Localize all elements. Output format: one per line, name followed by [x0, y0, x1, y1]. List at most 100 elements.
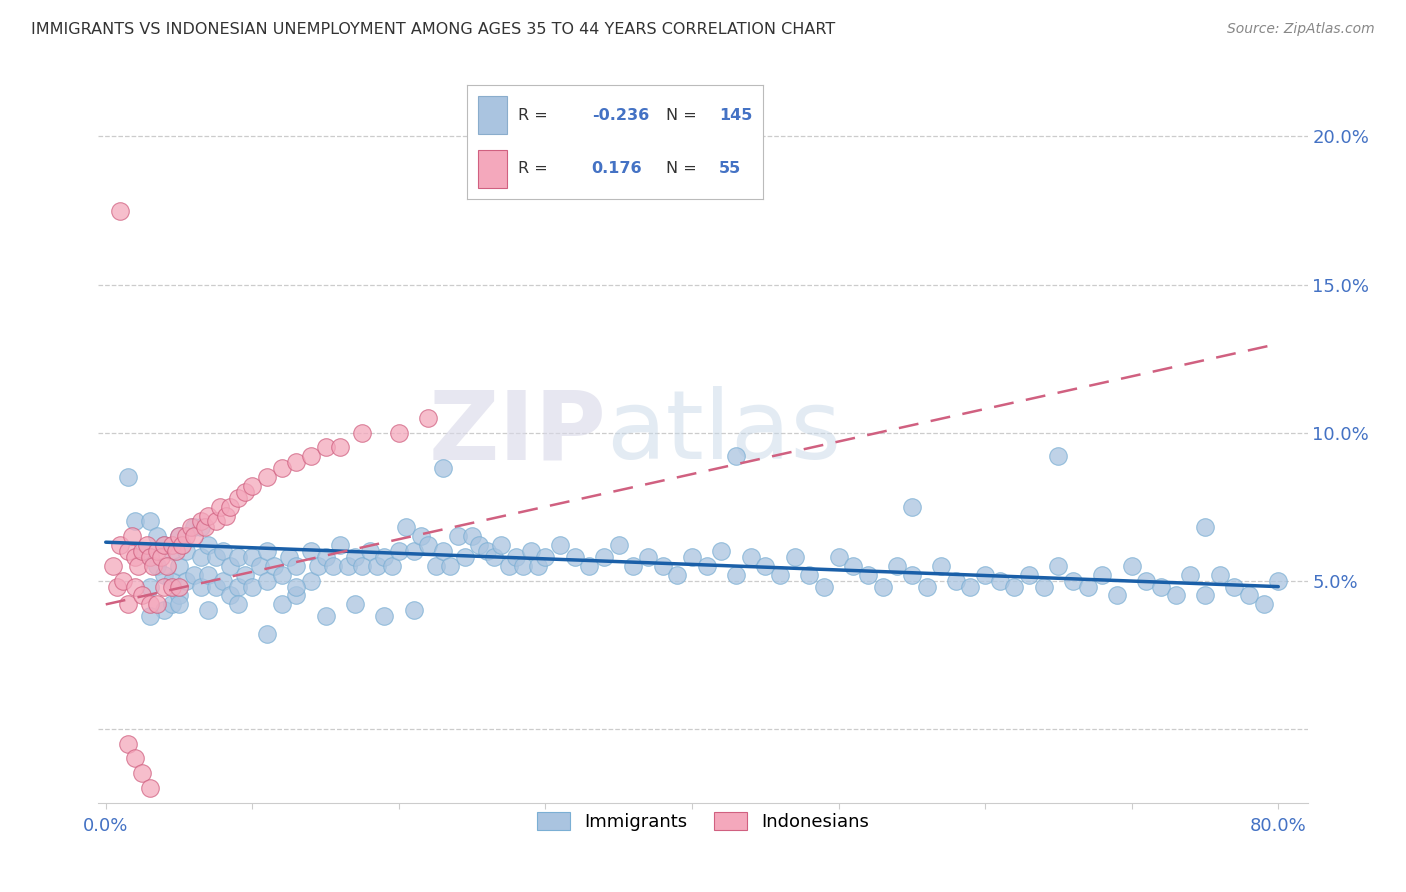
Point: [299, 544, 322, 558]
Point: [146, 529, 169, 543]
Text: atlas: atlas: [606, 386, 841, 479]
Point: [194, 520, 217, 534]
Point: [380, 558, 402, 573]
Point: [988, 574, 1011, 588]
Point: [299, 574, 322, 588]
Point: [329, 441, 352, 455]
Point: [299, 450, 322, 464]
Point: [124, 751, 146, 765]
Point: [915, 580, 938, 594]
Point: [359, 544, 381, 558]
Point: [799, 567, 821, 582]
Point: [110, 203, 132, 218]
Point: [142, 558, 165, 573]
Point: [110, 538, 132, 552]
Point: [167, 580, 190, 594]
Point: [183, 567, 205, 582]
Point: [212, 574, 235, 588]
Point: [475, 544, 498, 558]
Point: [138, 609, 160, 624]
Point: [754, 558, 776, 573]
Point: [285, 589, 308, 603]
Point: [233, 484, 256, 499]
Point: [527, 558, 550, 573]
Point: [183, 520, 205, 534]
Point: [1194, 589, 1216, 603]
Point: [285, 580, 308, 594]
Point: [204, 549, 226, 564]
Point: [418, 538, 440, 552]
Point: [498, 558, 520, 573]
Point: [724, 450, 747, 464]
Point: [724, 567, 747, 582]
Point: [1047, 450, 1070, 464]
Point: [256, 470, 278, 484]
Point: [190, 515, 212, 529]
Text: Source: ZipAtlas.com: Source: ZipAtlas.com: [1227, 22, 1375, 37]
Point: [176, 544, 198, 558]
Point: [219, 500, 242, 514]
Point: [215, 508, 238, 523]
Point: [212, 544, 235, 558]
Point: [226, 549, 249, 564]
Point: [1150, 580, 1173, 594]
Point: [167, 529, 190, 543]
Point: [1237, 589, 1260, 603]
Point: [432, 461, 454, 475]
Point: [176, 574, 198, 588]
Point: [146, 544, 169, 558]
Point: [710, 544, 733, 558]
Point: [138, 549, 160, 564]
Point: [842, 558, 865, 573]
Point: [153, 603, 176, 617]
Point: [409, 529, 432, 543]
Point: [395, 520, 418, 534]
Point: [170, 538, 193, 552]
Point: [945, 574, 967, 588]
Point: [307, 558, 329, 573]
Point: [167, 558, 190, 573]
Point: [886, 558, 908, 573]
Point: [219, 558, 242, 573]
Point: [124, 549, 146, 564]
Point: [160, 580, 183, 594]
Point: [285, 558, 308, 573]
Point: [190, 520, 212, 534]
Point: [183, 529, 205, 543]
Point: [813, 580, 835, 594]
Point: [336, 558, 359, 573]
Point: [197, 508, 219, 523]
Point: [131, 766, 153, 780]
Point: [121, 529, 143, 543]
Point: [783, 549, 806, 564]
Point: [512, 558, 534, 573]
Point: [138, 549, 160, 564]
Point: [681, 549, 703, 564]
Point: [270, 598, 292, 612]
Point: [439, 558, 461, 573]
Point: [226, 598, 249, 612]
Point: [1091, 567, 1114, 582]
Point: [461, 529, 484, 543]
Point: [593, 549, 616, 564]
Point: [138, 598, 160, 612]
Point: [160, 574, 183, 588]
Point: [138, 515, 160, 529]
Point: [165, 544, 187, 558]
Point: [138, 780, 160, 795]
Point: [1223, 580, 1246, 594]
Point: [491, 538, 513, 552]
Point: [226, 580, 249, 594]
Point: [1032, 580, 1054, 594]
Point: [285, 455, 308, 469]
Point: [1135, 574, 1157, 588]
Point: [117, 544, 139, 558]
Point: [637, 549, 659, 564]
Point: [1062, 574, 1084, 588]
Point: [343, 598, 366, 612]
Point: [769, 567, 792, 582]
Point: [270, 461, 292, 475]
Point: [1077, 580, 1099, 594]
Point: [432, 544, 454, 558]
Point: [740, 549, 762, 564]
